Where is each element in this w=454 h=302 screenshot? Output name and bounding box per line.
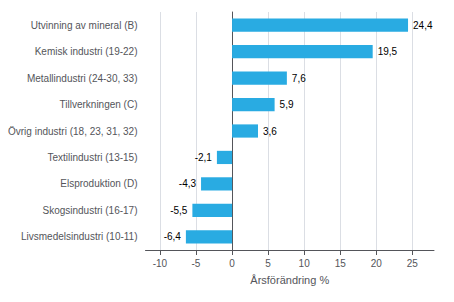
svg-text:25: 25	[407, 258, 419, 269]
svg-text:10: 10	[299, 258, 311, 269]
svg-text:Metallindustri (24-30, 33): Metallindustri (24-30, 33)	[27, 73, 138, 84]
svg-text:20: 20	[371, 258, 383, 269]
svg-text:-6,4: -6,4	[164, 231, 182, 242]
svg-text:-2,1: -2,1	[195, 152, 213, 163]
svg-text:-5: -5	[192, 258, 201, 269]
svg-text:Övrig industri (18, 23, 31, 32: Övrig industri (18, 23, 31, 32)	[8, 126, 138, 137]
svg-text:5,9: 5,9	[280, 99, 294, 110]
svg-text:3,6: 3,6	[263, 126, 277, 137]
svg-text:24,4: 24,4	[413, 20, 433, 31]
svg-text:Skogsindustri (16-17): Skogsindustri (16-17)	[42, 205, 137, 216]
svg-text:7,6: 7,6	[292, 73, 306, 84]
svg-text:Utvinning av mineral (B): Utvinning av mineral (B)	[31, 20, 138, 31]
svg-text:5: 5	[265, 258, 271, 269]
svg-text:Livsmedelsindustri (10-11): Livsmedelsindustri (10-11)	[21, 231, 138, 242]
svg-text:Tillverkningen (C): Tillverkningen (C)	[60, 99, 138, 110]
svg-text:Årsförändring %: Årsförändring %	[250, 274, 329, 286]
svg-text:-5,5: -5,5	[170, 205, 188, 216]
svg-text:Kemisk industri (19-22): Kemisk industri (19-22)	[35, 46, 138, 57]
svg-text:15: 15	[335, 258, 347, 269]
svg-text:-10: -10	[153, 258, 168, 269]
svg-text:19,5: 19,5	[378, 46, 398, 57]
svg-text:Textilindustri (13-15): Textilindustri (13-15)	[47, 152, 137, 163]
svg-text:0: 0	[229, 258, 235, 269]
svg-text:Elsproduktion (D): Elsproduktion (D)	[60, 178, 137, 189]
svg-text:-4,3: -4,3	[179, 178, 197, 189]
